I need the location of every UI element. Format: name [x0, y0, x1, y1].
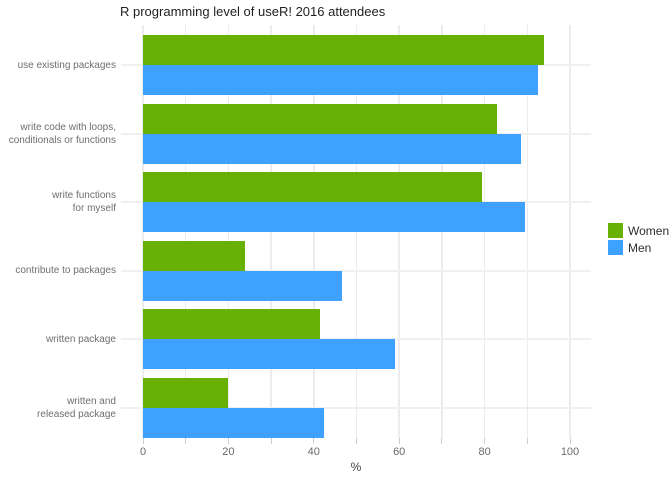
x-tick-label: 20	[222, 446, 235, 458]
y-axis-label: written and released package	[37, 396, 116, 420]
bar-women	[143, 35, 545, 65]
y-gridline	[121, 407, 591, 409]
legend-swatch-men	[608, 240, 623, 255]
x-axis-title: %	[350, 460, 362, 474]
y-axis-label: contribute to packages	[15, 265, 116, 277]
x-tick	[569, 438, 571, 444]
x-tick-label: 80	[478, 446, 491, 458]
bar-men	[143, 65, 538, 95]
x-tick	[484, 438, 486, 444]
y-gridline	[121, 269, 591, 272]
bar-women	[143, 309, 321, 340]
x-gridline	[569, 25, 571, 438]
legend-item-men[interactable]: Men	[608, 239, 669, 256]
bar-women	[143, 240, 246, 271]
x-tick-label: 0	[139, 446, 147, 458]
x-tick	[142, 438, 144, 444]
x-tick	[356, 438, 357, 444]
bar-men	[143, 202, 526, 233]
legend-swatch-women	[608, 223, 623, 238]
bar-women	[143, 378, 229, 408]
legend-label-women: Women	[628, 223, 670, 238]
bar-men	[143, 133, 521, 164]
y-axis-label: write code with loops, conditionals or fu…	[8, 121, 116, 146]
legend-label-men: Men	[628, 240, 652, 255]
x-tick	[441, 438, 443, 444]
chart-title: R programming level of useR! 2016 attend…	[120, 4, 386, 19]
x-tick	[185, 438, 187, 444]
x-tick-label: 40	[307, 446, 320, 458]
legend: Women Men	[608, 222, 669, 256]
y-axis-label: written package	[45, 333, 116, 345]
x-tick-label: 100	[560, 446, 580, 458]
x-tick	[398, 438, 400, 444]
legend-item-women[interactable]: Women	[608, 222, 669, 239]
x-tick	[270, 438, 272, 444]
bar-men	[143, 408, 325, 438]
x-tick	[526, 438, 528, 444]
bar-men	[143, 339, 395, 370]
y-axis-label: use existing packages	[17, 59, 116, 71]
x-tick-label: 60	[393, 446, 406, 458]
y-axis-label: write functions for myself	[52, 190, 116, 215]
bar-men	[143, 270, 342, 301]
bar-women	[143, 103, 498, 134]
bar-women	[143, 172, 483, 203]
x-tick	[313, 438, 315, 444]
x-tick	[227, 438, 229, 444]
x-gridline	[526, 25, 529, 438]
